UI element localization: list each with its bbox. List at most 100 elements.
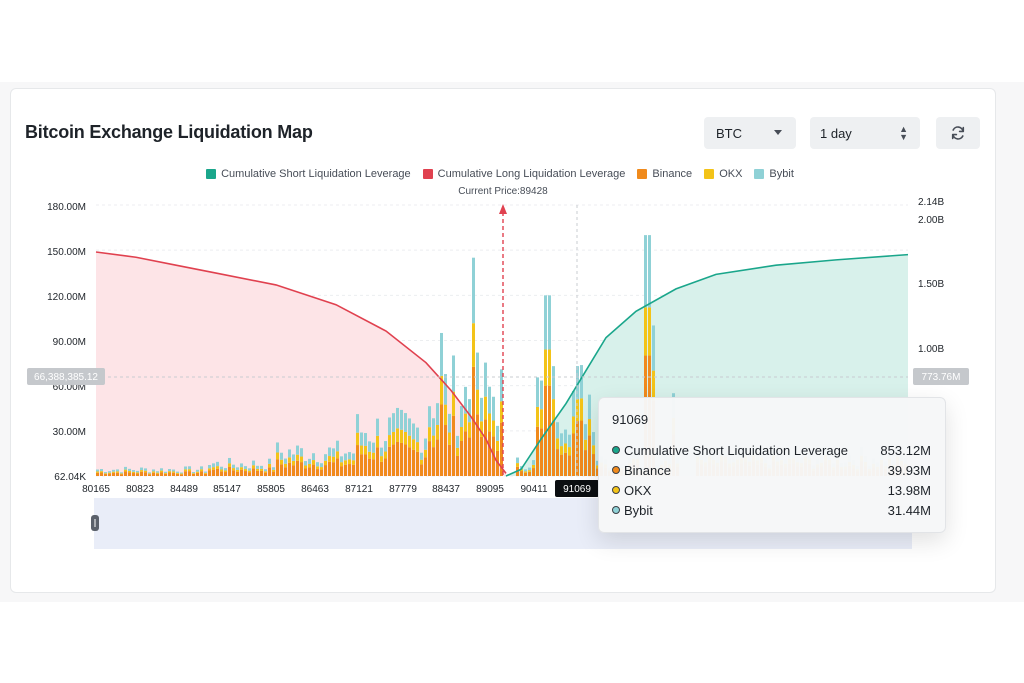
bar-binance bbox=[192, 474, 195, 476]
tooltip-row: OKX 13.98M bbox=[612, 481, 931, 499]
tooltip-label: Bybit bbox=[624, 502, 653, 518]
bar-bybit bbox=[140, 467, 143, 471]
bar-okx bbox=[396, 428, 399, 442]
legend-item-long[interactable]: Cumulative Long Liquidation Leverage bbox=[422, 168, 625, 180]
legend-swatch bbox=[754, 169, 765, 179]
bar-binance bbox=[124, 471, 127, 476]
bar-okx bbox=[440, 375, 443, 405]
bar-okx bbox=[320, 467, 323, 470]
bar-bybit bbox=[256, 465, 259, 469]
bar-binance bbox=[188, 471, 191, 476]
bar-bybit bbox=[356, 414, 359, 433]
legend-item-short[interactable]: Cumulative Short Liquidation Leverage bbox=[206, 168, 411, 180]
bar-binance bbox=[480, 436, 483, 476]
bar-binance bbox=[456, 455, 459, 476]
bar-okx bbox=[136, 472, 139, 474]
bar-bybit bbox=[180, 472, 183, 474]
bar-bybit bbox=[500, 369, 503, 402]
bar-bybit bbox=[528, 467, 531, 471]
bar-bybit bbox=[244, 466, 247, 470]
bar-okx bbox=[188, 469, 191, 472]
bar-bybit bbox=[352, 453, 355, 461]
bar-bybit bbox=[556, 422, 559, 439]
bar-binance bbox=[444, 425, 447, 476]
bar-okx bbox=[644, 307, 647, 356]
tooltip-value: 853.12M bbox=[880, 442, 931, 458]
tooltip-dot bbox=[612, 466, 620, 474]
tooltip-row: Bybit 31.44M bbox=[612, 501, 931, 519]
bar-binance bbox=[532, 468, 535, 476]
bar-binance bbox=[404, 444, 407, 476]
bar-okx bbox=[308, 463, 311, 468]
bar-bybit bbox=[320, 463, 323, 468]
bar-binance bbox=[272, 471, 275, 476]
bar-okx bbox=[192, 473, 195, 475]
long-area bbox=[96, 251, 506, 476]
long-cumulative-line bbox=[95, 251, 507, 474]
bar-bybit bbox=[652, 325, 655, 371]
bar-bybit bbox=[164, 471, 167, 474]
tooltip-label: Cumulative Short Liquidation Leverage bbox=[624, 442, 849, 458]
bar-bybit bbox=[312, 453, 315, 461]
bar-okx bbox=[96, 471, 99, 473]
bar-bybit bbox=[336, 440, 339, 452]
bar-okx bbox=[468, 422, 471, 438]
y-left-tick: 90.00M bbox=[53, 337, 86, 348]
bar-bybit bbox=[472, 257, 475, 324]
legend-swatch bbox=[206, 169, 217, 179]
bar-binance bbox=[148, 474, 151, 476]
bar-binance bbox=[328, 461, 331, 476]
bar-okx bbox=[372, 452, 375, 460]
bar-bybit bbox=[328, 447, 331, 457]
bar-binance bbox=[364, 454, 367, 476]
y-right-tick: 1.00B bbox=[918, 344, 944, 355]
x-tick: 89095 bbox=[476, 484, 504, 495]
asset-select[interactable]: BTC bbox=[704, 117, 796, 149]
bar-binance bbox=[168, 472, 171, 476]
bar-okx bbox=[480, 421, 483, 437]
bar-bybit bbox=[124, 466, 127, 470]
bar-bybit bbox=[372, 442, 375, 453]
bar-binance bbox=[220, 471, 223, 476]
period-select[interactable]: 1 day ▲ ▼ bbox=[810, 117, 920, 149]
legend-item-binance[interactable]: Binance bbox=[637, 168, 692, 180]
bar-binance bbox=[224, 472, 227, 476]
bar-binance bbox=[316, 469, 319, 476]
bar-binance bbox=[556, 449, 559, 476]
x-tick: 85805 bbox=[257, 484, 285, 495]
bar-okx bbox=[164, 473, 167, 474]
bar-binance bbox=[140, 471, 143, 476]
bar-binance bbox=[96, 472, 99, 476]
refresh-button[interactable] bbox=[936, 117, 980, 149]
caret-down-icon bbox=[774, 130, 782, 135]
bar-bybit bbox=[568, 434, 571, 448]
bar-bybit bbox=[264, 469, 267, 472]
bar-bybit bbox=[644, 235, 647, 308]
bar-bybit bbox=[156, 471, 159, 473]
bar-okx bbox=[256, 468, 259, 471]
x-tick: 80165 bbox=[82, 484, 110, 495]
bar-okx bbox=[116, 471, 119, 473]
bar-binance bbox=[436, 439, 439, 476]
x-tick-highlight bbox=[555, 480, 599, 497]
bar-okx bbox=[596, 465, 599, 469]
bar-binance bbox=[152, 472, 155, 476]
bar-binance bbox=[568, 455, 571, 476]
bar-bybit bbox=[572, 390, 575, 417]
bar-binance bbox=[248, 472, 251, 476]
bar-binance bbox=[588, 435, 591, 476]
bar-binance bbox=[276, 459, 279, 476]
bar-binance bbox=[300, 462, 303, 476]
bar-binance bbox=[180, 474, 183, 476]
legend-item-bybit[interactable]: Bybit bbox=[754, 168, 794, 180]
bar-okx bbox=[328, 456, 331, 462]
bar-okx bbox=[404, 431, 407, 445]
bar-binance bbox=[136, 473, 139, 476]
crosshair-left-value: 66,388,385.12 bbox=[34, 372, 98, 383]
bar-bybit bbox=[236, 467, 239, 470]
legend-item-okx[interactable]: OKX bbox=[704, 168, 742, 180]
tooltip-value: 39.93M bbox=[887, 462, 931, 478]
tooltip-dot bbox=[612, 506, 620, 514]
bar-binance bbox=[560, 454, 563, 476]
